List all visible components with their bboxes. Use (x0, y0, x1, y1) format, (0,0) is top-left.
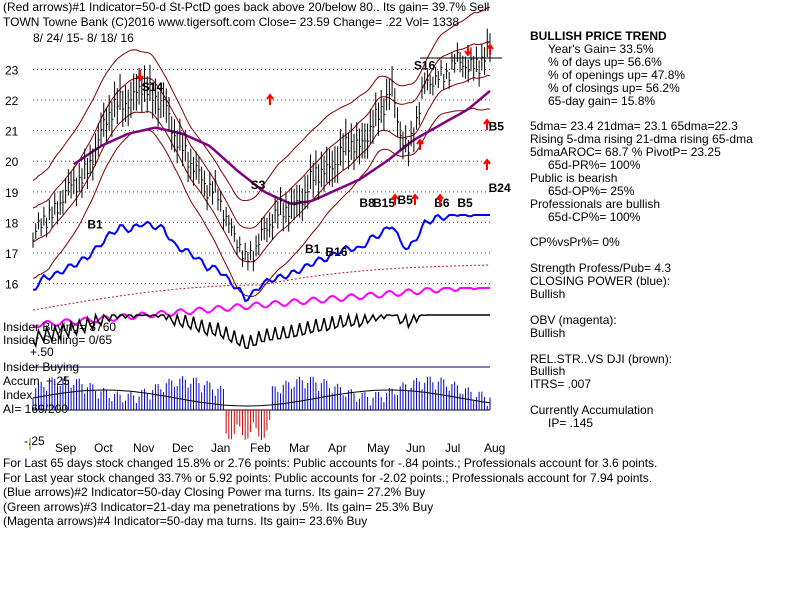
closing-power-line (33, 213, 490, 303)
side-panel-line: 5dmaAROC= 68.7 % PivotP= 23.25 (530, 145, 721, 160)
stock-title: TOWN Towne Bank (C)2016 www.tigersoft.co… (3, 15, 460, 29)
x-tick-label: Nov (133, 441, 154, 455)
side-panel-line: Public is bearish (530, 170, 618, 185)
x-tick-label: Sep (55, 441, 77, 455)
signal-marker: S14 (142, 80, 164, 94)
signal-marker: B6 (434, 196, 450, 210)
side-panel-line: Bullish (530, 325, 566, 340)
side-panel-line: 65-day gain= 15.8% (548, 93, 656, 108)
index-label: Index (3, 388, 33, 402)
x-tick-label: Jul (445, 441, 460, 455)
side-panel-line: OBV (magenta): (530, 312, 617, 327)
side-panel-line: ITRS= .007 (530, 377, 592, 392)
y-tick-label: 21 (5, 125, 19, 139)
side-panel-line: Professionals are bullish (530, 196, 661, 211)
plus50-label: +.50 (30, 345, 54, 359)
footer-line: (Magenta arrows)#4 Indicator=50-day ma t… (3, 514, 368, 529)
side-panel-line: Currently Accumulation (530, 403, 654, 418)
side-panel-line: IP= .145 (548, 416, 594, 430)
signal-marker: S3 (251, 178, 266, 192)
red-arrow-icon (486, 43, 494, 55)
accum-ma-line (32, 389, 491, 407)
side-panel-line: REL.STR..VS DJI (brown): (530, 351, 673, 366)
rel-strength-line (32, 264, 490, 311)
indicator-title: (Red arrows)#1 Indicator=50-d St-PctD go… (3, 0, 490, 14)
signal-marker: B5 (489, 120, 505, 134)
footer-line: (Green arrows)#3 Indicator=21-day ma pen… (3, 499, 434, 514)
y-tick-label: 17 (5, 247, 19, 261)
side-panel-line: CLOSING POWER (blue): (530, 274, 671, 289)
y-tick-label: 22 (5, 94, 19, 108)
signal-marker: S16 (414, 58, 436, 72)
x-tick-label: Dec (172, 441, 193, 455)
insider-buying-label: Insider Buying= 3760 (3, 320, 117, 334)
side-panel-line: CP%vsPr%= 0% (530, 235, 620, 250)
side-panel-line: BULLISH PRICE TREND (530, 29, 667, 43)
red-arrow-icon (266, 93, 274, 105)
side-panel-line: % of openings up= 47.8% (548, 67, 686, 82)
side-panel-line: 5dma= 23.4 21dma= 23.1 65dma=22.3 (530, 119, 738, 134)
obv-line (32, 286, 490, 329)
red-arrow-icon (483, 118, 491, 130)
signal-marker: B1 (305, 242, 321, 256)
side-panel-line: % of closings up= 56.2% (548, 80, 680, 95)
side-panel-line: Year's Gain= 33.5% (548, 41, 654, 56)
signal-marker: B16 (325, 245, 347, 259)
red-arrow-icon (483, 158, 491, 170)
y-tick-label: 16 (5, 278, 19, 292)
accum-label: Accum (3, 374, 40, 388)
footer-line: For Last 65 days stock changed 15.8% or … (3, 456, 658, 470)
red-arrow-icon (416, 138, 424, 150)
x-tick-label: Jan (211, 441, 230, 455)
x-tick-label: Mar (289, 441, 310, 455)
signal-marker: B15 (373, 196, 395, 210)
side-panel-line: 65d-PR%= 100% (548, 158, 641, 172)
footer-line: (Blue arrows)#2 Indicator=50-day Closing… (3, 485, 426, 500)
x-tick-label: Jun (406, 441, 425, 455)
ai-label: AI= 169/200 (3, 402, 69, 416)
date-range: 8/ 24/ 15- 8/ 18/ 16 (33, 31, 134, 45)
insider-selling-label: Insider Selling= 0/65 (3, 333, 113, 347)
side-panel-line: Bullish (530, 364, 566, 379)
signal-marker: B1 (87, 218, 103, 232)
side-panel-line: 65d-CP%= 100% (548, 209, 641, 224)
y-tick-label: 20 (5, 155, 19, 169)
red-arrow-icon (464, 45, 472, 57)
insider-buying2-label: Insider Buying (3, 360, 80, 374)
red-arrow-icon (136, 70, 144, 82)
side-panel-line: % of days up= 56.6% (548, 54, 662, 69)
x-tick-label: Oct (94, 441, 113, 455)
side-panel-line: Bullish (530, 287, 566, 301)
insider-line (32, 312, 490, 350)
footer-line: For Last year stock changed 33.7% or 5.9… (3, 470, 653, 485)
side-panel-line: Strength Profess/Pub= 4.3 (530, 261, 672, 276)
red-arrow-icon (411, 193, 419, 205)
x-tick-label: Aug (484, 441, 505, 455)
y-tick-label: 19 (5, 186, 19, 200)
red-arrow-icon (436, 193, 444, 205)
signal-marker: B5 (457, 196, 473, 210)
minus25-label: -.25 (24, 434, 45, 448)
y-tick-label: 18 (5, 216, 19, 230)
signal-marker: B8 (359, 196, 375, 210)
plus25-label: +.25 (46, 374, 70, 388)
x-tick-label: Feb (250, 441, 271, 455)
side-panel-line: Rising 5-dma rising 21-dma rising 65-dma (530, 132, 753, 147)
red-arrow-icon (391, 193, 399, 205)
x-tick-label: May (367, 441, 390, 455)
ma65-line (73, 89, 491, 205)
side-panel-line: 65d-OP%= 25% (548, 183, 635, 198)
lower-band-line (32, 107, 491, 298)
y-tick-label: 23 (5, 63, 19, 77)
signal-marker: B24 (489, 181, 511, 195)
x-tick-label: Apr (328, 441, 347, 455)
signal-marker: B5 (398, 193, 414, 207)
